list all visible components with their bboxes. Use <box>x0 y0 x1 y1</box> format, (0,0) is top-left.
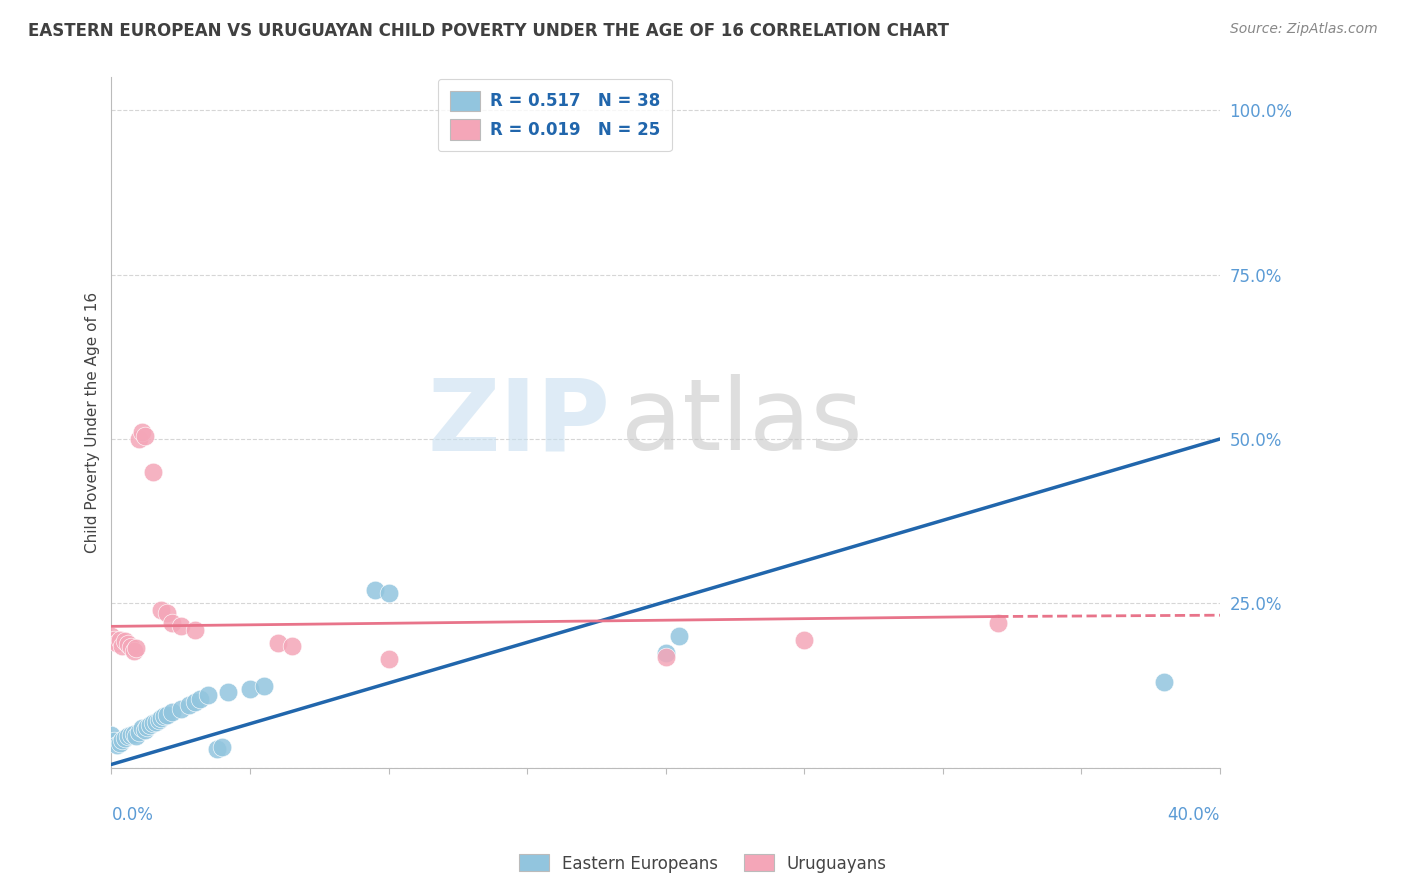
Point <box>108 736 131 750</box>
Point <box>987 616 1010 631</box>
Point <box>280 639 302 653</box>
Point <box>136 720 159 734</box>
Text: atlas: atlas <box>621 374 863 471</box>
Point <box>114 731 136 745</box>
Point <box>111 639 134 653</box>
Point <box>108 632 131 647</box>
Point <box>377 586 399 600</box>
Point <box>153 709 176 723</box>
Point <box>197 689 219 703</box>
Point <box>100 728 122 742</box>
Point <box>205 742 228 756</box>
Point <box>266 636 288 650</box>
Point <box>654 650 676 665</box>
Text: 0.0%: 0.0% <box>111 805 153 823</box>
Point <box>211 739 233 754</box>
Point <box>145 714 167 729</box>
Point <box>239 681 262 696</box>
Point <box>150 603 173 617</box>
Point <box>217 685 239 699</box>
Point <box>125 729 148 743</box>
Point <box>105 636 128 650</box>
Point <box>103 734 125 748</box>
Point <box>1153 675 1175 690</box>
Point <box>131 425 153 440</box>
Point <box>100 629 122 643</box>
Point <box>148 714 170 728</box>
Legend: Eastern Europeans, Uruguayans: Eastern Europeans, Uruguayans <box>513 847 893 880</box>
Point <box>162 616 184 631</box>
Text: Source: ZipAtlas.com: Source: ZipAtlas.com <box>1230 22 1378 37</box>
Text: ZIP: ZIP <box>427 374 610 471</box>
Point <box>156 606 179 620</box>
Point <box>150 711 173 725</box>
Point <box>654 646 676 660</box>
Point <box>122 643 145 657</box>
Point <box>188 691 211 706</box>
Point <box>139 718 162 732</box>
Point <box>117 729 139 743</box>
Point <box>117 637 139 651</box>
Legend: R = 0.517   N = 38, R = 0.019   N = 25: R = 0.517 N = 38, R = 0.019 N = 25 <box>439 78 672 152</box>
Point <box>177 698 200 713</box>
Point <box>134 723 156 737</box>
Point <box>111 733 134 747</box>
Point <box>793 632 815 647</box>
Point <box>103 632 125 647</box>
Point <box>142 465 165 479</box>
Point <box>363 583 385 598</box>
Point <box>105 738 128 752</box>
Point <box>114 634 136 648</box>
Point <box>377 652 399 666</box>
Point <box>170 701 193 715</box>
Point <box>142 716 165 731</box>
Point <box>120 728 142 742</box>
Point <box>183 695 205 709</box>
Point <box>134 428 156 442</box>
Point <box>128 724 150 739</box>
Point <box>122 726 145 740</box>
Point <box>183 623 205 637</box>
Point <box>253 679 276 693</box>
Point <box>668 629 690 643</box>
Point <box>156 708 179 723</box>
Point <box>170 619 193 633</box>
Point <box>125 641 148 656</box>
Point <box>131 721 153 735</box>
Text: EASTERN EUROPEAN VS URUGUAYAN CHILD POVERTY UNDER THE AGE OF 16 CORRELATION CHAR: EASTERN EUROPEAN VS URUGUAYAN CHILD POVE… <box>28 22 949 40</box>
Point <box>128 432 150 446</box>
Point <box>120 640 142 655</box>
Text: 40.0%: 40.0% <box>1167 805 1220 823</box>
Point <box>162 705 184 719</box>
Y-axis label: Child Poverty Under the Age of 16: Child Poverty Under the Age of 16 <box>86 292 100 553</box>
